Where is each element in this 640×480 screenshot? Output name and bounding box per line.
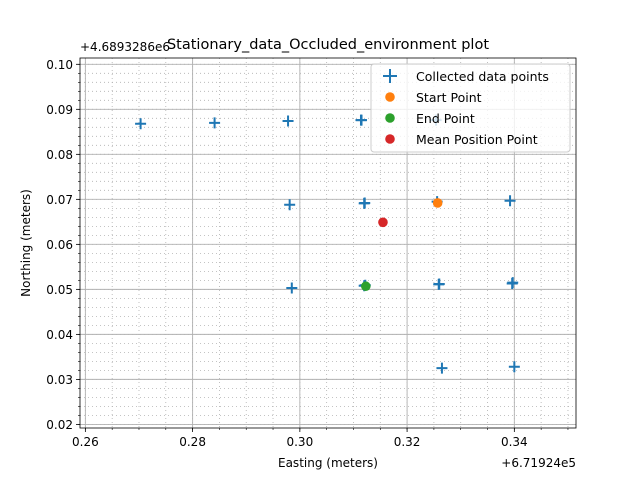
y-tick-label: 0.08 — [46, 148, 73, 162]
data-point-plus — [356, 114, 368, 126]
data-point-circle — [378, 217, 388, 228]
data-point-circle — [361, 281, 371, 292]
legend-entry-end: End Point — [385, 111, 475, 126]
data-point-plus — [135, 118, 147, 130]
legend-label: Start Point — [416, 90, 482, 105]
x-axis-label: Easting (meters) — [278, 456, 378, 470]
data-point-plus — [286, 282, 298, 294]
legend-plus-icon — [383, 69, 397, 83]
x-tick-label: 0.30 — [286, 435, 313, 449]
legend-circle-icon — [385, 134, 395, 144]
data-point-plus — [436, 362, 448, 374]
x-tick-label: 0.34 — [501, 435, 528, 449]
x-tick-label: 0.32 — [394, 435, 421, 449]
y-tick-label: 0.06 — [46, 238, 73, 252]
data-point-plus — [504, 195, 516, 207]
y-tick-label: 0.05 — [46, 283, 73, 297]
data-point-plus — [284, 199, 296, 211]
data-point-circle — [432, 198, 443, 208]
x-tick-label: 0.26 — [72, 435, 99, 449]
legend-entry-collected: Collected data points — [383, 69, 549, 84]
chart-title: Stationary_data_Occluded_environment plo… — [167, 37, 489, 53]
data-point-plus — [209, 117, 221, 129]
x-tick-label: 0.28 — [179, 435, 206, 449]
y-tick-label: 0.02 — [46, 418, 73, 432]
data-marks — [135, 114, 520, 374]
y-axis-ticks: 0.02 0.03 0.04 0.05 0.06 0.07 0.08 0.09 0.10 — [46, 58, 80, 432]
legend-label: Collected data points — [416, 69, 549, 84]
y-offset-label: +4.6893286e6 — [80, 40, 170, 54]
data-point-plus — [282, 115, 294, 127]
y-tick-label: 0.10 — [46, 58, 73, 72]
plot-frame — [79, 57, 577, 429]
legend: Collected data points Start Point End Po… — [370, 63, 571, 153]
legend-entry-start: Start Point — [385, 90, 482, 105]
x-offset-label: +6.71924e5 — [501, 456, 576, 470]
data-point-plus — [506, 278, 518, 290]
y-tick-label: 0.03 — [46, 373, 73, 387]
y-tick-label: 0.04 — [46, 328, 73, 342]
y-axis-label: Northing (meters) — [19, 189, 33, 297]
legend-box — [370, 63, 571, 153]
y-tick-label: 0.07 — [46, 193, 73, 207]
y-tick-label: 0.09 — [46, 103, 73, 117]
legend-label: Mean Position Point — [416, 132, 538, 147]
x-axis-ticks: 0.26 0.28 0.30 0.32 0.34 — [72, 428, 569, 449]
legend-label: End Point — [416, 111, 475, 126]
legend-circle-icon — [385, 113, 395, 123]
data-point-plus — [359, 197, 371, 209]
data-point-plus — [508, 361, 520, 373]
data-point-plus — [433, 278, 445, 290]
legend-entry-mean: Mean Position Point — [385, 132, 538, 147]
legend-circle-icon — [385, 92, 395, 102]
